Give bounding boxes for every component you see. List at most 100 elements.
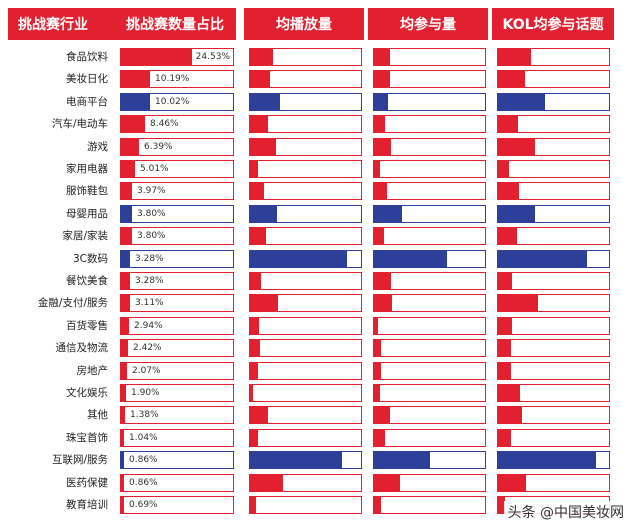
kol-topics-bar-fill [498,340,511,356]
kol-topics-bar [497,205,610,223]
avg-participation-bar-fill [374,116,385,132]
share-value-label: 2.94% [134,321,163,331]
share-bar-fill [121,251,130,267]
kol-topics-bar-fill [498,407,522,423]
share-bar: 5.01% [120,160,234,178]
kol-topics-bar-fill [498,183,519,199]
share-bar: 24.53% [120,48,234,66]
header-industry: 挑战赛行业 [8,8,114,40]
share-bar-fill [121,183,132,199]
avg-participation-bar [373,138,486,156]
avg-participation-bar-fill [374,497,381,513]
share-bar: 1.04% [120,429,234,447]
share-bar-fill [121,49,192,65]
avg-plays-bar [249,362,362,380]
avg-participation-bar-fill [374,206,402,222]
avg-plays-bar-fill [250,139,276,155]
avg-plays-bar-fill [250,71,270,87]
kol-topics-bar [497,227,610,245]
share-bar-fill [121,94,150,110]
share-value-label: 5.01% [140,164,169,174]
kol-topics-bar [497,384,610,402]
kol-topics-bar-fill [498,251,587,267]
avg-plays-bar [249,93,362,111]
avg-plays-bar-fill [250,251,347,267]
category-label: 珠宝首饰 [66,432,108,444]
avg-participation-bar [373,115,486,133]
avg-participation-bar-fill [374,295,392,311]
kol-topics-bar-fill [498,273,512,289]
share-value-label: 24.53% [195,52,230,62]
avg-participation-bar-fill [374,363,381,379]
category-label: 美妆日化 [66,73,108,85]
avg-plays-bar [249,182,362,200]
share-bar-fill [121,340,128,356]
avg-plays-bar-fill [250,94,280,110]
avg-plays-bar-fill [250,206,277,222]
avg-participation-bar [373,227,486,245]
kol-topics-bar-fill [498,318,512,334]
avg-participation-bar-fill [374,452,430,468]
category-label: 3C数码 [72,253,108,265]
avg-plays-bar [249,70,362,88]
share-value-label: 0.69% [129,500,158,510]
kol-topics-bar-fill [498,497,505,513]
avg-plays-bar [249,339,362,357]
share-value-label: 3.28% [135,254,164,264]
header-avg-participation: 均参与量 [368,8,488,40]
kol-topics-bar-fill [498,71,525,87]
category-label: 家居/家装 [62,230,108,242]
kol-topics-bar-fill [498,116,518,132]
kol-topics-bar [497,93,610,111]
share-bar-fill [121,139,139,155]
avg-plays-bar-fill [250,295,278,311]
kol-topics-bar-fill [498,363,511,379]
category-label: 母婴用品 [66,208,108,220]
avg-participation-bar [373,317,486,335]
avg-plays-bar [249,474,362,492]
category-label: 教育培训 [66,499,108,511]
share-bar: 2.07% [120,362,234,380]
share-bar: 3.80% [120,227,234,245]
kol-topics-bar [497,294,610,312]
share-bar-fill [121,497,124,513]
avg-participation-bar-fill [374,407,390,423]
share-value-label: 2.07% [132,366,161,376]
header-kol-topics: KOL均参与话题 [492,8,614,40]
share-value-label: 1.04% [129,433,158,443]
avg-participation-bar-fill [374,318,378,334]
avg-plays-bar [249,227,362,245]
share-bar: 3.28% [120,250,234,268]
share-bar: 2.42% [120,339,234,357]
kol-topics-bar-fill [498,452,596,468]
share-bar: 0.86% [120,474,234,492]
category-label: 餐饮美食 [66,275,108,287]
avg-participation-bar [373,406,486,424]
avg-participation-bar-fill [374,430,385,446]
share-bar: 1.38% [120,406,234,424]
share-bar: 10.02% [120,93,234,111]
kol-topics-bar-fill [498,161,509,177]
avg-participation-bar [373,70,486,88]
category-label: 房地产 [76,365,109,377]
avg-plays-bar [249,317,362,335]
category-label: 食品饮料 [66,51,108,63]
share-value-label: 3.80% [137,209,166,219]
avg-participation-bar-fill [374,139,391,155]
category-label: 家用电器 [66,163,108,175]
kol-topics-bar-fill [498,430,511,446]
avg-plays-bar-fill [250,430,258,446]
share-bar-fill [121,363,127,379]
category-label: 服饰鞋包 [66,185,108,197]
category-label: 汽车/电动车 [51,118,108,130]
avg-plays-bar-fill [250,385,253,401]
avg-participation-bar [373,205,486,223]
avg-plays-bar [249,272,362,290]
share-bar-fill [121,452,124,468]
category-label: 百货零售 [66,320,108,332]
share-value-label: 6.39% [144,142,173,152]
kol-topics-bar [497,70,610,88]
category-label: 电商平台 [66,96,108,108]
avg-plays-bar [249,205,362,223]
